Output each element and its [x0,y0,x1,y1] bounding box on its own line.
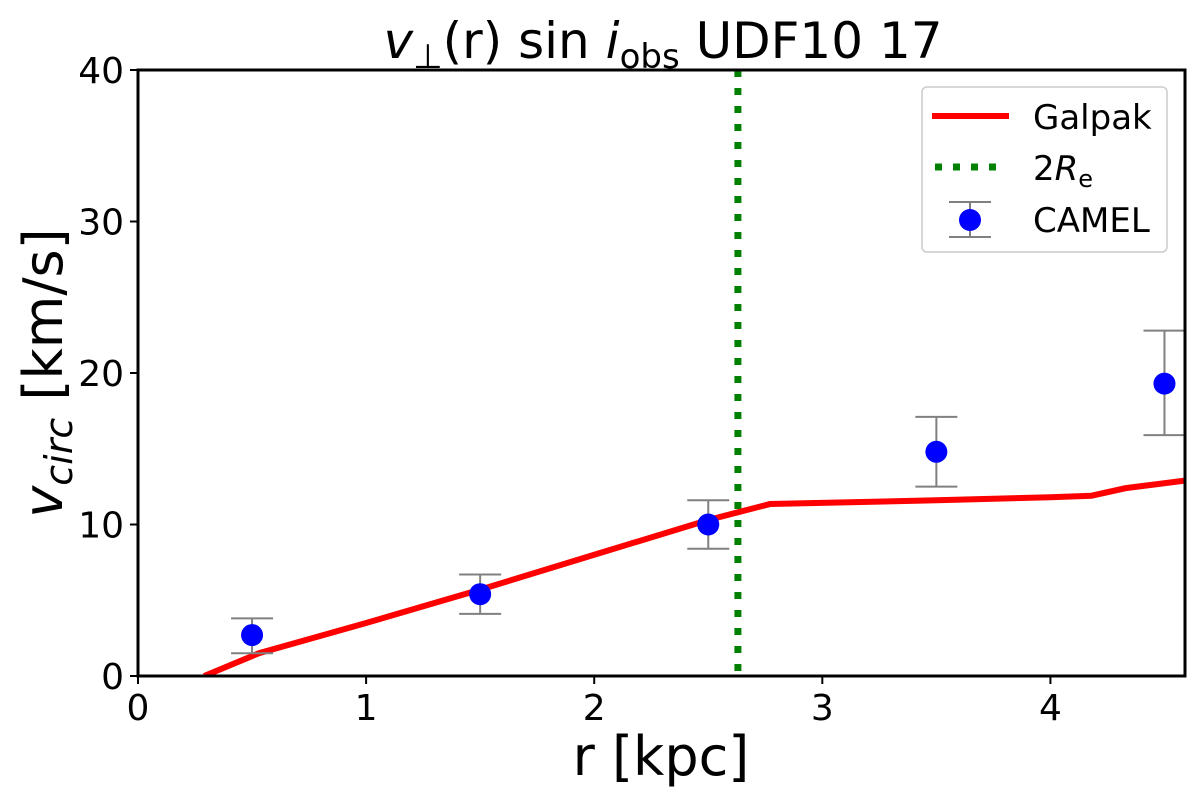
legend: Galpak 2Re CAMEL [921,86,1168,253]
legend-camel-label: CAMEL [1033,201,1150,241]
plot-frame [136,68,1187,678]
y-tick-label: 0 [101,657,124,698]
x-tick-label: 2 [583,688,606,729]
camel-point [697,513,720,536]
legend-2re-label: 2Re [1033,149,1093,193]
y-tick-label: 40 [78,51,124,92]
x-tick-label: 4 [1039,688,1062,729]
camel-point [241,624,264,647]
x-tick-label: 0 [127,688,150,729]
legend-camel-marker [959,209,981,231]
galpak-line [203,477,1185,676]
legend-box [921,86,1168,253]
y-axis-label: vcirc [km/s] [12,228,81,517]
x-axis-label: r [kpc] [573,725,750,788]
legend-galpak-label: Galpak [1033,98,1152,138]
camel-point [1153,372,1176,395]
camel-point [925,440,948,463]
y-tick-label: 20 [78,354,124,395]
y-tick-label: 30 [78,203,124,244]
chart-title: v⊥(r) sin iobs UDF10 17 [383,12,942,77]
camel-point [469,583,492,606]
y-tick-label: 10 [78,506,124,547]
x-tick-label: 3 [811,688,834,729]
x-tick-label: 1 [355,688,378,729]
